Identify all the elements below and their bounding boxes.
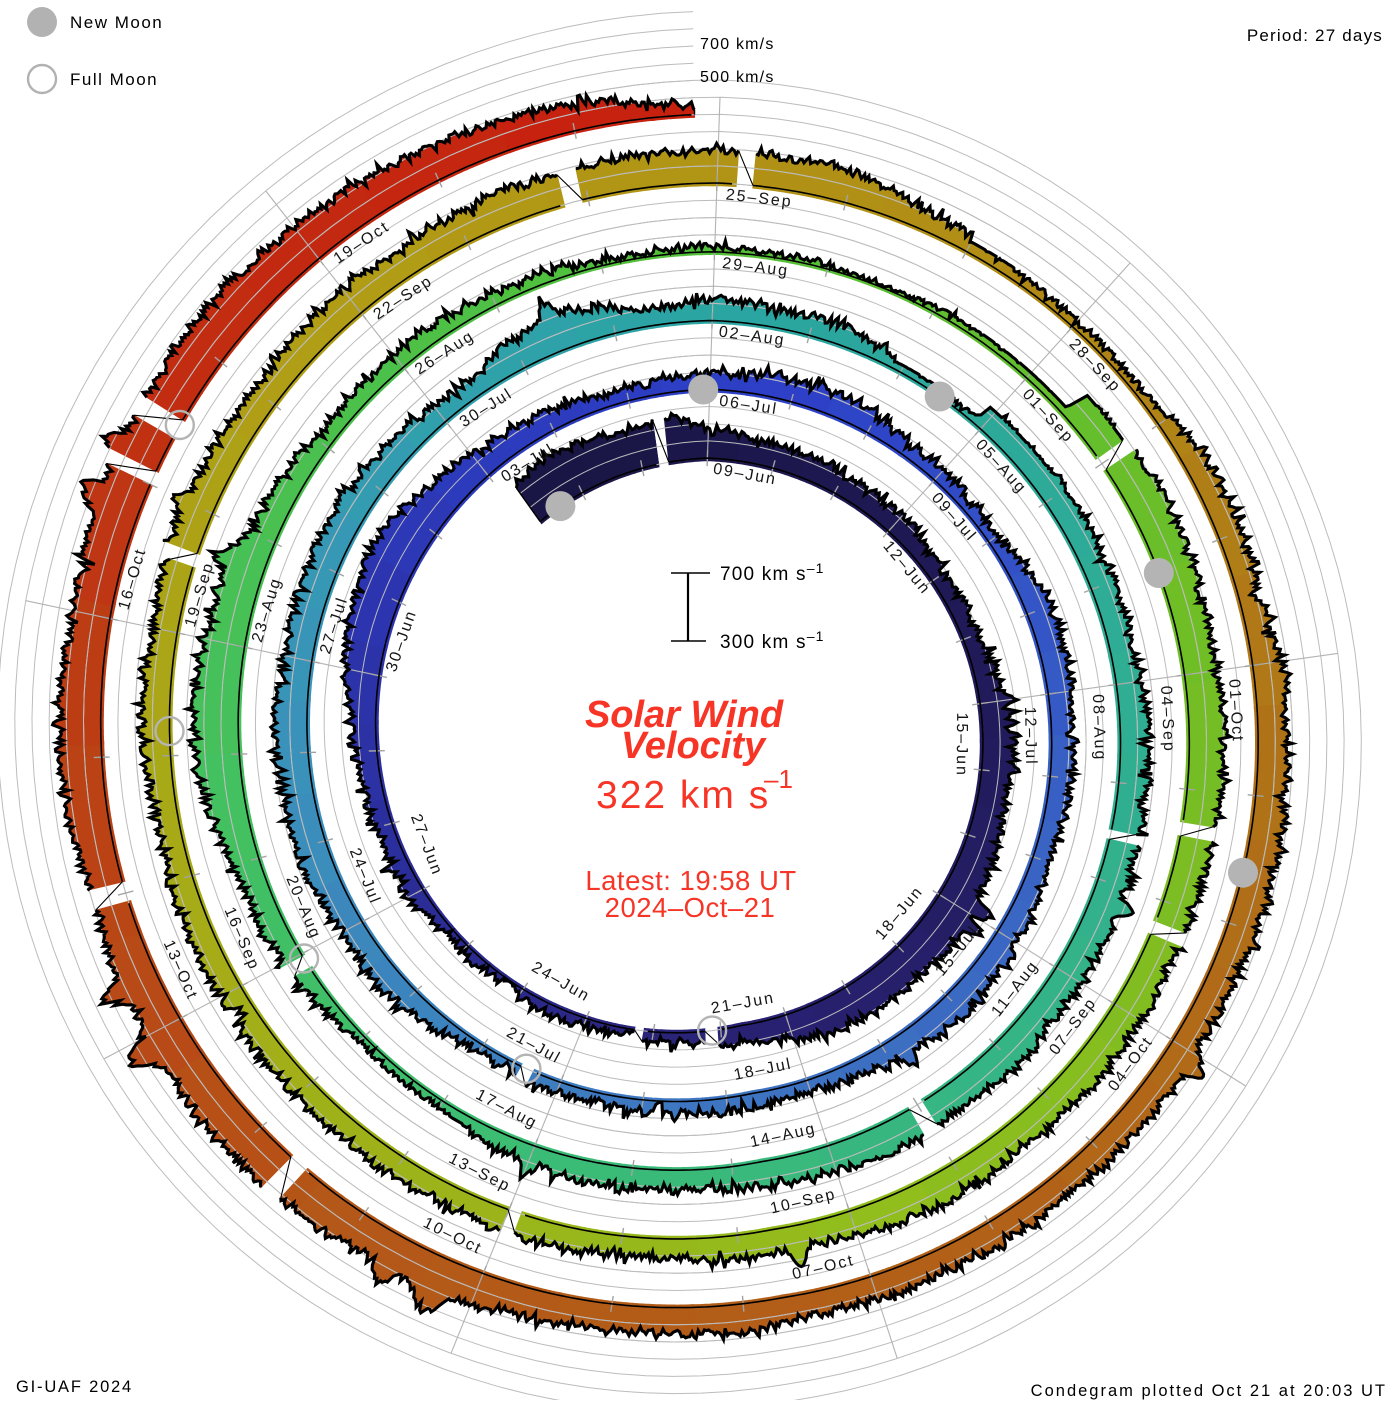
- svg-text:700 km/s: 700 km/s: [700, 36, 775, 53]
- svg-text:Full Moon: Full Moon: [70, 70, 158, 89]
- svg-text:Period: 27 days: Period: 27 days: [1247, 26, 1383, 45]
- svg-text:08–Aug: 08–Aug: [1089, 694, 1109, 762]
- svg-text:Velocity: Velocity: [621, 725, 767, 767]
- svg-text:GI-UAF 2024: GI-UAF 2024: [16, 1378, 133, 1396]
- svg-text:15–Jun: 15–Jun: [953, 712, 970, 777]
- svg-text:Condegram plotted Oct 21 at 20: Condegram plotted Oct 21 at 20:03 UT: [1031, 1382, 1387, 1400]
- svg-text:–1: –1: [764, 764, 793, 794]
- svg-text:500 km/s: 500 km/s: [700, 69, 775, 86]
- svg-text:2024–Oct–21: 2024–Oct–21: [605, 892, 776, 923]
- svg-text:12–Jul: 12–Jul: [1021, 706, 1039, 765]
- svg-text:New Moon: New Moon: [70, 13, 163, 32]
- svg-text:322 km s: 322 km s: [596, 774, 770, 817]
- svg-text:04–Sep: 04–Sep: [1157, 685, 1177, 753]
